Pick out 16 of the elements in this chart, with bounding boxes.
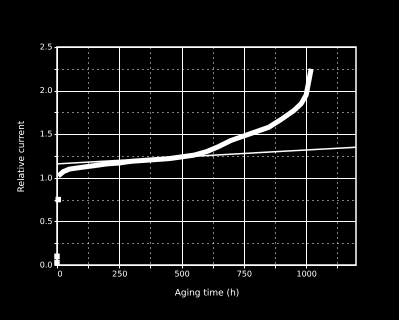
point bbox=[54, 260, 60, 266]
point bbox=[56, 196, 61, 202]
x-axis-title: Aging time (h) bbox=[174, 288, 240, 298]
y-tick-label: 0.5 bbox=[40, 216, 52, 226]
y-tick-label: 0.0 bbox=[40, 260, 52, 270]
y-tick-label: 1.0 bbox=[40, 173, 52, 182]
x-tick-label: 250 bbox=[112, 270, 128, 278]
x-tick-label: 750 bbox=[236, 270, 252, 278]
point bbox=[54, 254, 60, 260]
y-axis-title: Relative current bbox=[16, 120, 27, 192]
x-tick-label: 1000 bbox=[296, 270, 317, 278]
y-tick-label: 2.5 bbox=[40, 42, 52, 52]
x-tick-label: 500 bbox=[174, 270, 190, 278]
x-tick-label: 0 bbox=[58, 270, 63, 278]
y-tick-label: 2.0 bbox=[40, 86, 52, 96]
y-tick-label: 1.5 bbox=[40, 130, 52, 139]
